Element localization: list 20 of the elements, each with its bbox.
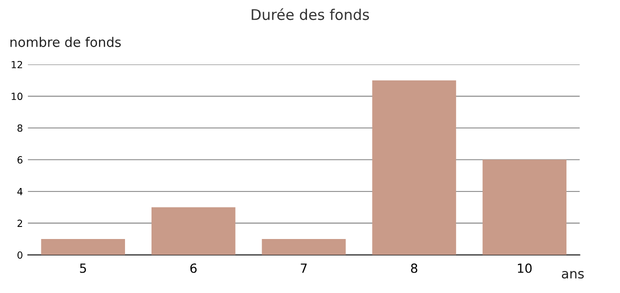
y-axis-title: nombre de fonds	[10, 36, 121, 48]
y-tick-label: 8	[18, 124, 22, 132]
x-tick-label: 7	[300, 264, 307, 273]
y-tick-label: 10	[12, 92, 22, 100]
bar	[482, 160, 566, 255]
bar	[372, 80, 456, 255]
y-tick-label: 12	[12, 60, 22, 68]
bar	[262, 239, 346, 255]
x-tick-label: 5	[80, 264, 86, 273]
bar	[152, 207, 236, 255]
x-tick-label: 6	[190, 263, 197, 273]
y-tick-label: 0	[17, 251, 22, 259]
x-tick-label: 8	[411, 263, 418, 273]
y-tick-label: 4	[17, 188, 22, 196]
x-tick-label: 10	[518, 263, 532, 273]
x-axis-title: ans	[562, 270, 584, 279]
y-tick-label: 6	[18, 156, 22, 164]
y-tick-label: 2	[18, 220, 22, 227]
bar	[41, 239, 126, 255]
chart-title: Durée des fonds	[252, 8, 369, 20]
